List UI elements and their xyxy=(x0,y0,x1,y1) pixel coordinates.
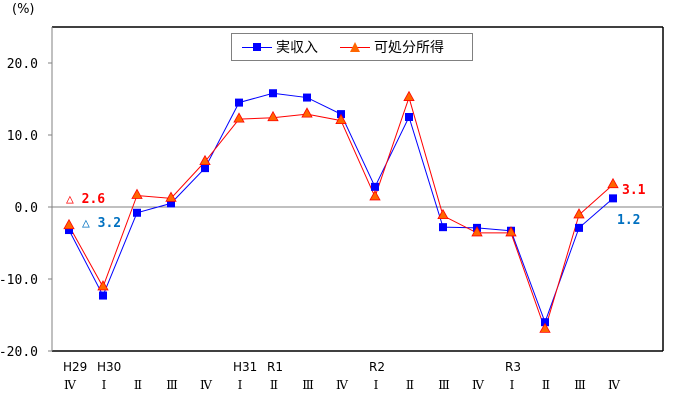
x-era-label: H30 xyxy=(97,360,121,374)
square-marker-icon xyxy=(242,41,272,53)
data-point-disposable xyxy=(199,154,211,166)
data-point-disposable xyxy=(267,110,279,122)
legend-label: 実収入 xyxy=(276,40,318,56)
legend-label: 可処分所得 xyxy=(374,40,444,56)
value-annotation: 1.2 xyxy=(617,213,640,228)
triangle-marker-icon xyxy=(340,41,370,53)
y-tick-label: 0.0 xyxy=(15,201,38,216)
y-axis-unit: (%) xyxy=(12,2,35,17)
data-point-income xyxy=(167,199,175,208)
data-point-disposable xyxy=(233,112,245,123)
data-point-income xyxy=(303,93,311,102)
data-point-income xyxy=(235,98,243,107)
data-point-income xyxy=(133,208,141,217)
data-point-income xyxy=(201,164,209,173)
legend-item-disposable: 可処分所得 xyxy=(340,37,444,57)
x-quarter-label: Ⅳ xyxy=(336,378,349,392)
data-point-disposable xyxy=(97,280,109,291)
x-quarter-label: Ⅰ xyxy=(102,378,107,392)
value-annotation: △ 2.6 xyxy=(66,192,105,207)
series-line-disposable xyxy=(68,95,614,332)
legend-item-income: 実収入 xyxy=(242,37,318,57)
data-point-disposable xyxy=(335,113,347,124)
data-point-disposable xyxy=(505,226,517,237)
y-tick-label: -20.0 xyxy=(0,345,38,360)
data-point-disposable xyxy=(369,190,381,201)
data-point-disposable xyxy=(63,218,75,230)
y-tick-label: 20.0 xyxy=(7,57,38,72)
x-quarter-label: Ⅲ xyxy=(438,378,450,392)
series-line-income xyxy=(68,92,614,324)
x-quarter-label: Ⅱ xyxy=(270,378,278,392)
data-point-income xyxy=(541,318,549,327)
data-point-disposable xyxy=(165,191,177,202)
chart-legend: 実収入 可処分所得 xyxy=(231,33,473,61)
data-point-disposable xyxy=(131,188,143,199)
value-annotation: △ 3.2 xyxy=(82,216,121,231)
x-quarter-label: Ⅱ xyxy=(542,378,550,392)
x-quarter-label: Ⅳ xyxy=(64,378,77,392)
x-era-label: R3 xyxy=(505,360,521,374)
x-quarter-label: Ⅳ xyxy=(608,378,621,392)
data-point-disposable xyxy=(301,107,313,118)
data-point-income xyxy=(371,182,379,191)
data-point-disposable xyxy=(471,226,483,237)
data-point-income xyxy=(65,226,73,235)
data-point-income xyxy=(99,291,107,300)
x-quarter-label: Ⅰ xyxy=(374,378,379,392)
x-era-label: R2 xyxy=(369,360,385,374)
x-era-label: R1 xyxy=(267,360,283,374)
data-point-disposable xyxy=(403,90,415,101)
y-tick-label: -10.0 xyxy=(0,273,38,288)
x-era-label: H31 xyxy=(233,360,257,374)
data-point-income xyxy=(575,223,583,232)
value-annotation: 3.1 xyxy=(622,183,646,198)
data-point-income xyxy=(609,194,617,203)
x-quarter-label: Ⅲ xyxy=(166,378,178,392)
x-quarter-label: Ⅳ xyxy=(200,378,213,392)
x-era-label: H29 xyxy=(63,360,87,374)
data-point-disposable xyxy=(539,322,551,333)
x-quarter-label: Ⅳ xyxy=(472,378,485,392)
data-point-disposable xyxy=(607,177,619,189)
x-quarter-label: Ⅰ xyxy=(510,378,515,392)
x-quarter-label: Ⅲ xyxy=(302,378,314,392)
x-quarter-label: Ⅱ xyxy=(406,378,414,392)
data-point-disposable xyxy=(437,208,449,220)
data-point-income xyxy=(269,89,277,98)
x-quarter-label: Ⅱ xyxy=(134,378,142,392)
x-quarter-label: Ⅰ xyxy=(238,378,243,392)
data-point-income xyxy=(405,113,413,121)
data-point-income xyxy=(439,223,447,232)
data-point-disposable xyxy=(573,208,585,219)
y-tick-label: 10.0 xyxy=(7,129,38,144)
x-quarter-label: Ⅲ xyxy=(574,378,586,392)
